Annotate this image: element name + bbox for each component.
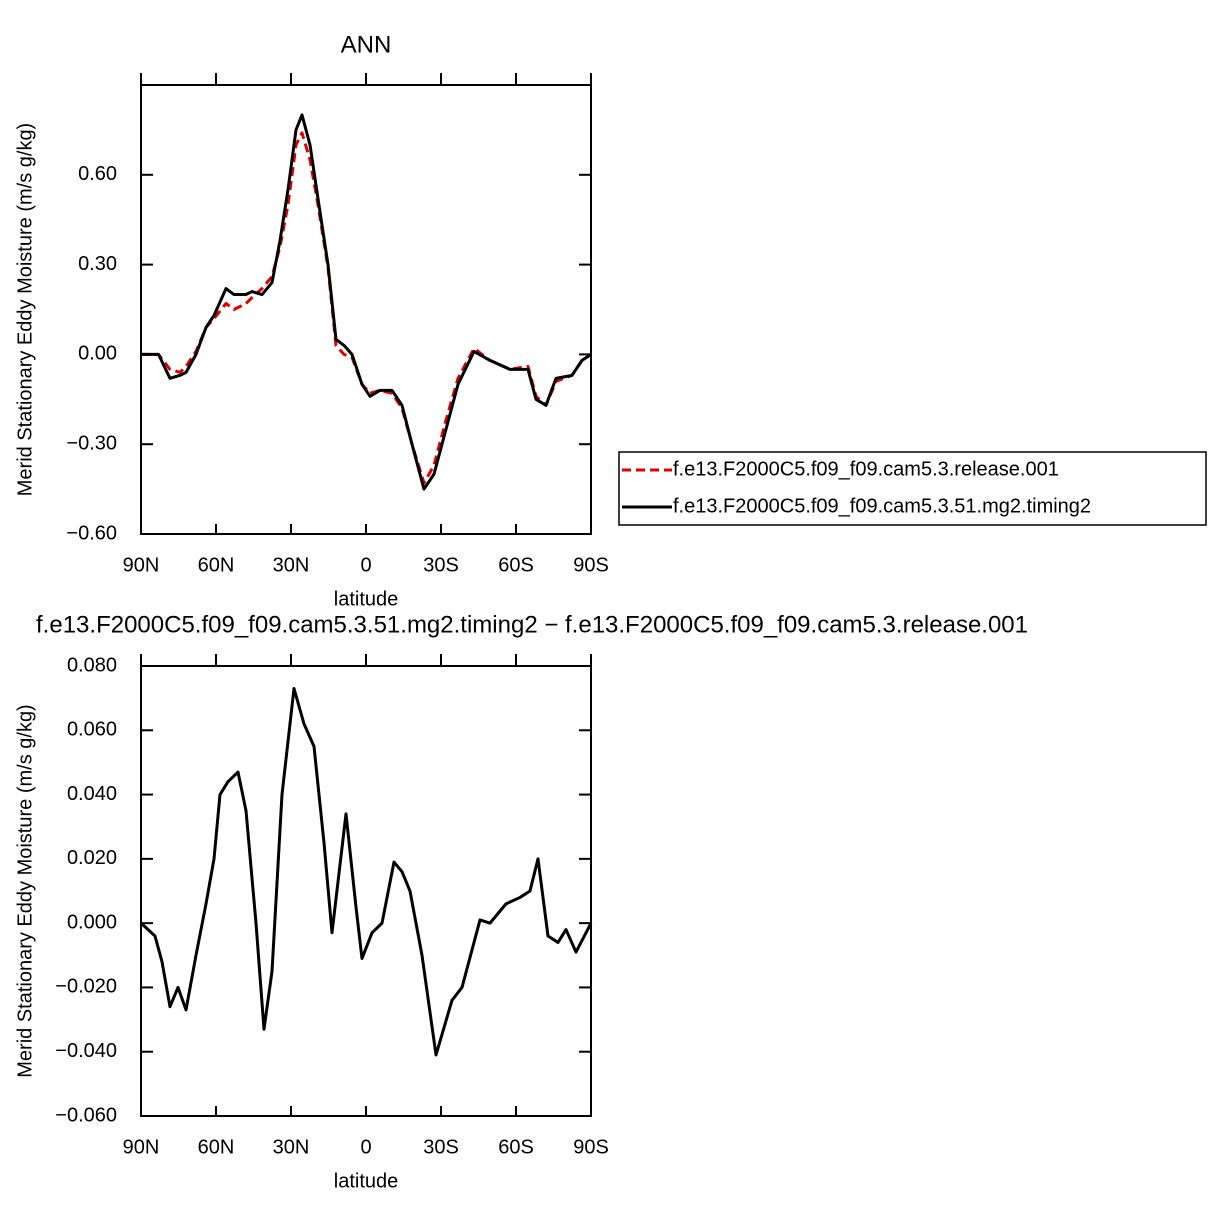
legend-label: f.e13.F2000C5.f09_f09.cam5.3.51.mg2.timi… [673,495,1091,517]
y-axis-label: Merid Stationary Eddy Moisture (m/s g/kg… [14,123,36,496]
x-tick-label: 0 [360,554,371,576]
x-axis-label: latitude [334,1170,399,1192]
legend-box [618,451,1207,526]
y-tick-label: 0.080 [67,654,117,676]
x-tick-label: 30N [273,554,310,576]
y-tick-label: −0.30 [66,432,117,454]
x-tick-label: 0 [360,1136,371,1158]
y-tick-label: −0.060 [55,1104,117,1126]
data-line [141,131,592,485]
x-tick-label: 90N [123,1136,160,1158]
data-line [141,113,592,491]
y-tick-label: 0.020 [67,847,117,869]
y-tick-label: 0.30 [78,253,117,275]
data-line [139,687,593,1057]
x-tick-label: 90S [573,1136,609,1158]
y-tick-label: 0.60 [78,163,117,185]
plot-frame [140,84,592,535]
x-tick-label: 30S [423,1136,459,1158]
x-tick-label: 60N [198,554,235,576]
y-tick-label: −0.040 [55,1040,117,1062]
x-tick-label: 90S [573,554,609,576]
y-tick-label: 0.00 [78,343,117,365]
y-tick-label: −0.60 [66,522,117,544]
y-tick-label: 0.060 [67,719,117,741]
x-tick-label: 60S [498,1136,534,1158]
y-tick-label: 0.040 [67,783,117,805]
x-tick-label: 60N [198,1136,235,1158]
x-tick-label: 60S [498,554,534,576]
x-tick-label: 90N [123,554,160,576]
y-tick-label: −0.020 [55,976,117,998]
x-tick-label: 30N [273,1136,310,1158]
y-axis-label: Merid Stationary Eddy Moisture (m/s g/kg… [14,704,36,1077]
legend: f.e13.F2000C5.f09_f09.cam5.3.release.001… [618,451,1207,526]
chart-title: f.e13.F2000C5.f09_f09.cam5.3.51.mg2.timi… [36,611,1028,638]
legend-label: f.e13.F2000C5.f09_f09.cam5.3.release.001 [673,458,1059,480]
chart-title: ANN [341,31,392,58]
y-tick-label: 0.000 [67,911,117,933]
x-axis-label: latitude [334,588,399,610]
x-tick-label: 30S [423,554,459,576]
